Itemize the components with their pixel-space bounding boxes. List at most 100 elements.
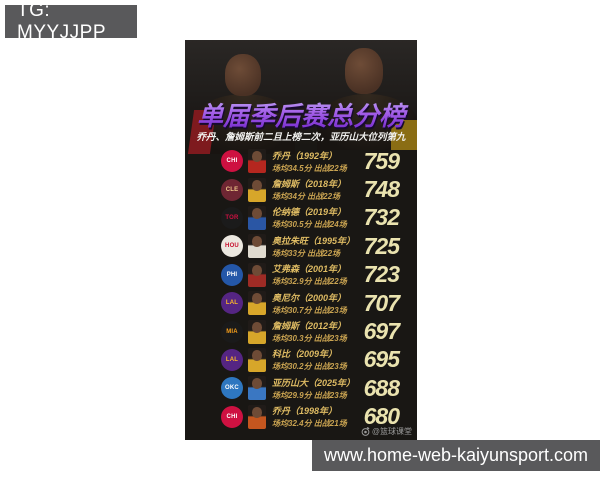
player-stats: 场均29.9分 出战23场	[272, 390, 347, 400]
site-url-label: www.home-web-kaiyunsport.com	[323, 445, 589, 465]
ranking-row: CHI 乔丹（1992年） 场均34.5分 出战22场 759	[185, 147, 417, 175]
player-stats: 场均34.5分 出战22场	[272, 163, 347, 173]
watermark-label: @篮球课堂	[371, 427, 412, 436]
score-value: 695	[363, 346, 400, 373]
team-logo: HOU	[221, 235, 243, 258]
watermark: @篮球课堂	[361, 426, 412, 437]
player-text-block: 亚历山大（2025年） 场均29.9分 出战23场	[272, 376, 360, 401]
player-stats: 场均34分 出战22场	[272, 192, 341, 202]
player-head-shape	[252, 406, 262, 418]
player-avatar-icon	[248, 319, 266, 344]
player-name: 乔丹（1992年）	[272, 150, 338, 161]
player-avatar-icon	[248, 347, 266, 372]
player-text-block: 科比（2009年） 场均30.2分 出战23场	[272, 347, 360, 372]
ranking-row: LAL 奥尼尔（2000年） 场均30.7分 出战23场 707	[185, 289, 417, 317]
team-abbr-label: HOU	[225, 243, 239, 250]
ranking-row: CHI 乔丹（1998年） 场均32.4分 出战21场 680	[185, 403, 417, 431]
player-text-block: 詹姆斯（2012年） 场均30.3分 出战23场	[272, 319, 360, 344]
ranking-row: CLE 詹姆斯（2018年） 场均34分 出战22场 748	[185, 175, 417, 203]
player-text-block: 艾弗森（2001年） 场均32.9分 出战22场	[272, 262, 360, 287]
player-stats: 场均30.5分 出战24场	[272, 220, 347, 230]
ranking-row: HOU 奥拉朱旺（1995年） 场均33分 出战22场 725	[185, 232, 417, 260]
team-abbr-label: LAL	[225, 356, 239, 363]
score-value: 723	[363, 261, 400, 288]
score-value: 697	[363, 318, 400, 345]
player-name: 亚历山大（2025年）	[272, 377, 356, 388]
player-avatar-icon	[248, 262, 266, 287]
player-head-shape	[252, 378, 262, 390]
ranking-row: MIA 詹姆斯（2012年） 场均30.3分 出战23场 697	[185, 317, 417, 345]
player-avatar-icon	[248, 404, 266, 429]
score-value: 725	[363, 232, 400, 259]
players-photo-banner	[185, 40, 417, 154]
player-head-shape	[252, 349, 262, 361]
team-abbr-label: CHI	[226, 158, 238, 165]
player-stats: 场均33分 出战22场	[272, 248, 341, 258]
poster-title: 单届季后赛总分榜	[185, 96, 417, 133]
team-abbr-label: OKC	[225, 385, 239, 392]
score-value: 688	[363, 374, 400, 401]
player-head-shape	[252, 207, 262, 219]
player-head-shape	[252, 321, 262, 333]
site-url-bar: www.home-web-kaiyunsport.com	[312, 440, 600, 471]
player-text-block: 乔丹（1998年） 场均32.4分 出战21场	[272, 404, 360, 429]
player-text-block: 詹姆斯（2018年） 场均34分 出战22场	[272, 177, 360, 202]
player-text-block: 伦纳德（2019年） 场均30.5分 出战24场	[272, 205, 360, 230]
player-name: 奥尼尔（2000年）	[272, 292, 347, 303]
team-logo: CHI	[221, 150, 243, 173]
jordan-photo	[187, 46, 297, 154]
player-name: 科比（2009年）	[272, 349, 338, 360]
player-name: 詹姆斯（2018年）	[272, 179, 347, 190]
player-avatar-icon	[248, 376, 266, 401]
ranking-list: CHI 乔丹（1992年） 场均34.5分 出战22场 759 CLE 詹姆斯（…	[185, 147, 417, 431]
weibo-icon	[361, 427, 370, 436]
ranking-poster-image: 单届季后赛总分榜 乔丹、詹姆斯前二且上榜二次，亚历山大位列第九 CHI 乔丹（1…	[185, 40, 417, 440]
team-logo: TOR	[221, 206, 243, 229]
tg-handle-label: TG: MYYJJPP	[17, 0, 107, 43]
ranking-row: TOR 伦纳德（2019年） 场均30.5分 出战24场 732	[185, 204, 417, 232]
team-abbr-label: CLE	[225, 186, 239, 193]
ranking-row: PHI 艾弗森（2001年） 场均32.9分 出战22场 723	[185, 261, 417, 289]
player-avatar-icon	[248, 149, 266, 174]
team-logo: CHI	[221, 405, 243, 428]
score-value: 707	[363, 289, 400, 316]
player-head-shape	[252, 236, 262, 248]
player-name: 詹姆斯（2012年）	[272, 321, 347, 332]
player-head-shape	[252, 264, 262, 276]
player-text-block: 奥尼尔（2000年） 场均30.7分 出战23场	[272, 291, 360, 316]
player-avatar-icon	[248, 291, 266, 316]
score-value: 759	[363, 147, 400, 174]
lebron-photo	[313, 42, 417, 150]
player-name: 艾弗森（2001年）	[272, 264, 347, 275]
team-logo: PHI	[221, 263, 243, 286]
ranking-row: LAL 科比（2009年） 场均30.2分 出战23场 695	[185, 346, 417, 374]
team-abbr-label: CHI	[226, 413, 238, 420]
player-name: 乔丹（1998年）	[272, 406, 338, 417]
player-head-shape	[252, 293, 262, 305]
team-logo: LAL	[221, 292, 243, 315]
player-stats: 场均30.2分 出战23场	[272, 362, 347, 372]
player-avatar-icon	[248, 234, 266, 259]
player-stats: 场均30.7分 出战23场	[272, 305, 347, 315]
player-text-block: 奥拉朱旺（1995年） 场均33分 出战22场	[272, 234, 360, 259]
player-stats: 场均30.3分 出战23场	[272, 334, 347, 344]
player-text-block: 乔丹（1992年） 场均34.5分 出战22场	[272, 149, 360, 174]
player-name: 奥拉朱旺（1995年）	[272, 235, 356, 246]
tg-handle-badge: TG: MYYJJPP	[5, 0, 137, 43]
player-head-shape	[252, 179, 262, 191]
player-stats: 场均32.9分 出战22场	[272, 277, 347, 287]
score-value: 748	[363, 176, 400, 203]
ranking-row: OKC 亚历山大（2025年） 场均29.9分 出战23场 688	[185, 374, 417, 402]
player-avatar-icon	[248, 177, 266, 202]
player-head-shape	[252, 151, 262, 163]
team-abbr-label: PHI	[226, 271, 238, 278]
player-avatar-icon	[248, 205, 266, 230]
team-logo: CLE	[221, 178, 243, 201]
player-stats: 场均32.4分 出战21场	[272, 419, 347, 429]
team-abbr-label: LAL	[225, 300, 239, 307]
score-value: 732	[363, 204, 400, 231]
player-name: 伦纳德（2019年）	[272, 207, 347, 218]
team-logo: MIA	[221, 320, 243, 343]
score-value: 680	[363, 403, 400, 430]
